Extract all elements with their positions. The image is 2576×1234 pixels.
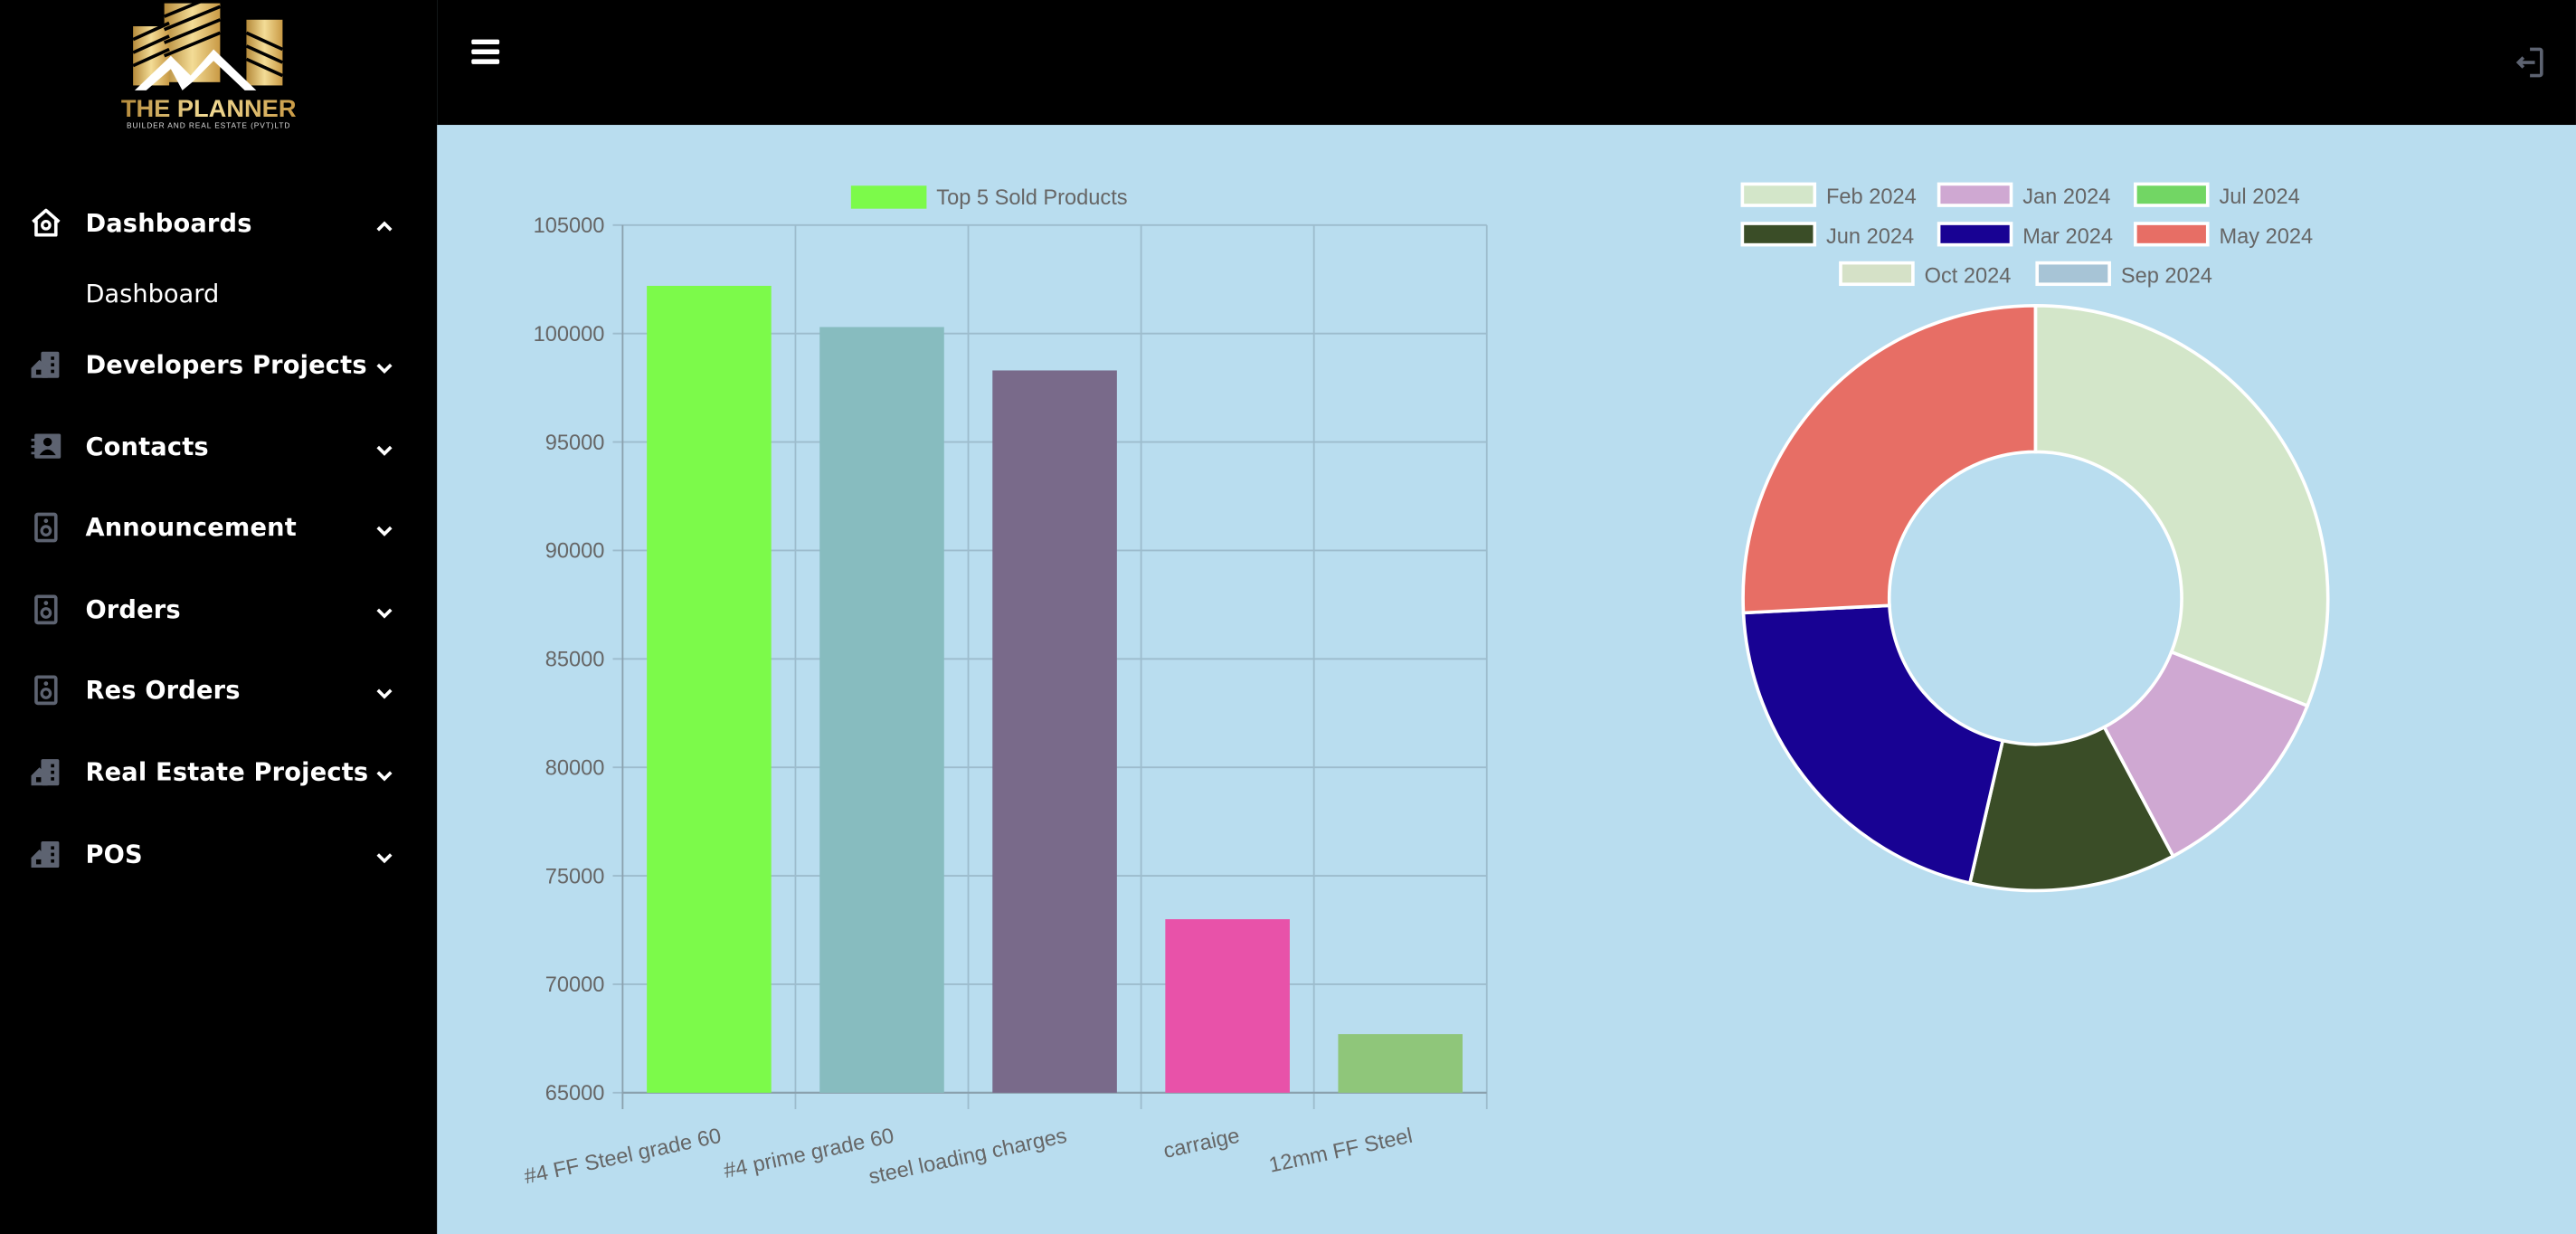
- sidebar: THE PLANNER BUILDER AND REAL ESTATE (PVT…: [0, 0, 438, 1234]
- legend-label[interactable]: Sep 2024: [2121, 264, 2212, 288]
- y-tick-label: 95000: [545, 432, 605, 455]
- chevron-down-icon[interactable]: [374, 355, 394, 375]
- legend-swatch: [2134, 182, 2210, 207]
- sidebar-item-contacts[interactable]: Contacts: [30, 422, 394, 471]
- sidebar-item-label: Orders: [85, 594, 181, 625]
- logo-title: THE PLANNER: [121, 94, 297, 122]
- y-tick-label: 85000: [545, 649, 605, 672]
- y-tick-label: 105000: [534, 214, 605, 238]
- legend-label[interactable]: Jan 2024: [2022, 185, 2110, 209]
- hamburger-icon[interactable]: [471, 39, 500, 66]
- doughnut-slice[interactable]: [1967, 725, 2176, 893]
- chevron-down-icon[interactable]: [374, 680, 394, 700]
- chevron-down-icon[interactable]: [374, 437, 394, 457]
- top-bar: [437, 0, 2576, 126]
- legend-swatch: [1740, 182, 1817, 207]
- legend-swatch: [850, 185, 927, 209]
- doughnut-slice[interactable]: [1741, 603, 2005, 886]
- speaker-icon: [30, 674, 62, 707]
- legend-label[interactable]: Mar 2024: [2022, 225, 2113, 249]
- chevron-down-icon[interactable]: [374, 600, 394, 620]
- chevron-up-icon[interactable]: [374, 214, 394, 233]
- y-tick-label: 75000: [545, 865, 605, 888]
- bar[interactable]: [992, 370, 1117, 1093]
- sidebar-item-label: Res Orders: [85, 675, 241, 706]
- y-tick-label: 100000: [534, 323, 605, 346]
- legend-label[interactable]: May 2024: [2219, 225, 2313, 249]
- y-tick-label: 65000: [545, 1082, 605, 1106]
- building-icon: [30, 838, 62, 870]
- bar[interactable]: [1165, 919, 1290, 1093]
- speaker-icon: [30, 511, 62, 544]
- legend-swatch: [1839, 261, 1915, 287]
- company-logo[interactable]: THE PLANNER BUILDER AND REAL ESTATE (PVT…: [99, 0, 318, 135]
- legend-label[interactable]: Top 5 Sold Products: [936, 186, 1127, 210]
- legend-label[interactable]: Feb 2024: [1826, 185, 1917, 209]
- sidebar-item-res-orders[interactable]: Res Orders: [30, 666, 394, 715]
- legend-swatch: [1937, 182, 2013, 207]
- building-icon: [30, 348, 62, 381]
- sidebar-item-pos[interactable]: POS: [30, 830, 394, 878]
- logout-icon[interactable]: [2508, 43, 2548, 82]
- chevron-down-icon[interactable]: [374, 845, 394, 865]
- legend-label[interactable]: Jul 2024: [2219, 185, 2299, 209]
- sidebar-item-developers-projects[interactable]: Developers Projects: [30, 340, 394, 389]
- sidebar-item-label: POS: [85, 840, 143, 869]
- doughnut-slice[interactable]: [1741, 304, 2038, 615]
- bar[interactable]: [819, 327, 944, 1093]
- sidebar-item-announcement[interactable]: Announcement: [30, 503, 394, 552]
- sidebar-item-label: Dashboards: [85, 208, 252, 239]
- chevron-down-icon[interactable]: [374, 763, 394, 783]
- sidebar-item-label: Developers Projects: [85, 349, 367, 380]
- sidebar-item-label: Announcement: [85, 512, 297, 543]
- y-tick-label: 70000: [545, 973, 605, 997]
- legend-swatch: [2134, 222, 2210, 247]
- speaker-icon: [30, 593, 62, 626]
- legend-label[interactable]: Jun 2024: [1826, 225, 1914, 249]
- sidebar-subitem-dashboard[interactable]: Dashboard: [85, 279, 220, 309]
- sidebar-item-dashboards[interactable]: Dashboards: [30, 199, 394, 248]
- logo-subtitle: BUILDER AND REAL ESTATE (PVT)LTD: [127, 121, 290, 130]
- legend-label[interactable]: Oct 2024: [1925, 264, 2012, 288]
- legend-swatch: [2035, 261, 2111, 287]
- y-tick-label: 90000: [545, 540, 605, 564]
- sidebar-item-label: Real Estate Projects: [85, 757, 369, 788]
- sidebar-item-real-estate-projects[interactable]: Real Estate Projects: [30, 747, 394, 796]
- sidebar-item-label: Contacts: [85, 432, 209, 462]
- sidebar-item-orders[interactable]: Orders: [30, 585, 394, 634]
- doughnut-slice[interactable]: [2102, 650, 2310, 859]
- y-tick-label: 80000: [545, 756, 605, 780]
- bar[interactable]: [647, 285, 772, 1093]
- legend-swatch: [1937, 222, 2013, 247]
- bar[interactable]: [1338, 1034, 1463, 1093]
- chevron-down-icon[interactable]: [374, 517, 394, 537]
- contact-book-icon: [30, 431, 62, 463]
- home-icon: [30, 207, 62, 240]
- legend-swatch: [1740, 222, 1817, 247]
- doughnut-slice[interactable]: [2033, 304, 2330, 708]
- building-icon: [30, 755, 62, 788]
